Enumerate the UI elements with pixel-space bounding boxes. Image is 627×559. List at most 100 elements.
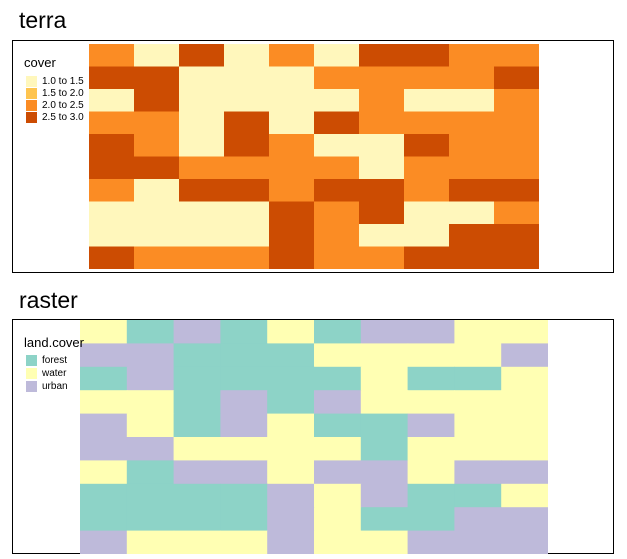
raster-cell bbox=[89, 44, 135, 68]
raster-cell bbox=[134, 156, 180, 180]
raster-cell bbox=[501, 437, 548, 461]
raster-cell bbox=[360, 483, 409, 508]
raster-cell bbox=[407, 530, 455, 554]
raster-cell bbox=[80, 483, 128, 508]
raster-cell bbox=[134, 246, 180, 269]
raster-cell bbox=[360, 507, 409, 532]
raster-cell bbox=[80, 437, 128, 461]
raster-cell bbox=[89, 156, 135, 180]
raster-cell bbox=[179, 134, 225, 158]
raster-cell bbox=[494, 111, 539, 135]
raster-cell bbox=[80, 390, 128, 415]
legend-swatch-raster-0 bbox=[26, 355, 37, 366]
raster-cell bbox=[220, 483, 268, 508]
raster-cell bbox=[179, 44, 225, 68]
raster-cell bbox=[267, 483, 315, 508]
raster-cell bbox=[89, 201, 135, 225]
raster-cell bbox=[359, 201, 405, 225]
raster-cell bbox=[89, 246, 135, 269]
raster-cell bbox=[404, 224, 450, 248]
raster-cell bbox=[220, 460, 268, 485]
raster-cell bbox=[454, 437, 502, 461]
raster-cell bbox=[126, 460, 175, 485]
raster-cell bbox=[220, 507, 268, 532]
raster-cell bbox=[360, 390, 409, 415]
raster-cell bbox=[269, 134, 315, 158]
raster-cell bbox=[80, 507, 128, 532]
raster-cell bbox=[404, 44, 450, 68]
raster-cell bbox=[134, 66, 180, 90]
raster-cell bbox=[134, 224, 180, 248]
raster-cell bbox=[224, 201, 270, 225]
raster-cell bbox=[173, 343, 221, 368]
raster-cell bbox=[501, 483, 548, 508]
raster-cell bbox=[173, 530, 221, 554]
raster-cell bbox=[360, 437, 409, 461]
raster-cell bbox=[173, 366, 221, 391]
raster-cell bbox=[407, 390, 455, 415]
raster-cell bbox=[449, 89, 495, 113]
raster-cell bbox=[314, 111, 360, 135]
raster-cell bbox=[404, 179, 450, 203]
raster-cell bbox=[407, 343, 455, 368]
raster-cell bbox=[80, 343, 128, 368]
raster-cell bbox=[314, 366, 362, 391]
raster-cell bbox=[404, 246, 450, 269]
raster-cell bbox=[126, 343, 175, 368]
raster-cell bbox=[89, 134, 135, 158]
raster-cell bbox=[224, 89, 270, 113]
raster-cell bbox=[407, 366, 455, 391]
raster-cell bbox=[454, 483, 502, 508]
raster-cell bbox=[89, 224, 135, 248]
raster-cell bbox=[173, 390, 221, 415]
legend-label-raster-2: urban bbox=[42, 381, 68, 392]
raster-cell bbox=[494, 246, 539, 269]
raster-cell bbox=[173, 320, 221, 344]
raster-cell bbox=[407, 507, 455, 532]
raster-cell bbox=[314, 89, 360, 113]
raster-cell bbox=[314, 343, 362, 368]
legend-title-raster: land.cover bbox=[24, 335, 84, 350]
raster-cell bbox=[267, 390, 315, 415]
raster-cell bbox=[501, 390, 548, 415]
raster-cell bbox=[220, 530, 268, 554]
raster-cell bbox=[224, 66, 270, 90]
raster-cell bbox=[134, 44, 180, 68]
raster-cell bbox=[173, 483, 221, 508]
raster-cell bbox=[454, 507, 502, 532]
raster-cell bbox=[224, 224, 270, 248]
raster-cell bbox=[89, 66, 135, 90]
raster-cell bbox=[314, 437, 362, 461]
raster-cell bbox=[449, 66, 495, 90]
raster-cell bbox=[454, 366, 502, 391]
raster-cell bbox=[404, 66, 450, 90]
raster-cell bbox=[179, 89, 225, 113]
raster-cell bbox=[179, 156, 225, 180]
legend-swatch-raster-1 bbox=[26, 368, 37, 379]
panel-title-terra: terra bbox=[19, 7, 67, 33]
raster-cell bbox=[314, 44, 360, 68]
raster-cell bbox=[179, 111, 225, 135]
raster-cell bbox=[404, 134, 450, 158]
raster-cell bbox=[126, 530, 175, 554]
raster-cell bbox=[267, 366, 315, 391]
raster-cell bbox=[454, 320, 502, 344]
raster-cell bbox=[360, 343, 409, 368]
raster-cell bbox=[494, 201, 539, 225]
raster-cell bbox=[449, 111, 495, 135]
legend-label-terra-0: 1.0 to 1.5 bbox=[42, 76, 84, 87]
raster-cell bbox=[359, 66, 405, 90]
raster-cell bbox=[494, 44, 539, 68]
raster-cell bbox=[501, 530, 548, 554]
raster-cell bbox=[454, 413, 502, 438]
raster-cell bbox=[267, 343, 315, 368]
raster-cell bbox=[314, 66, 360, 90]
raster-cell bbox=[80, 413, 128, 438]
raster-cell bbox=[454, 343, 502, 368]
raster-cell bbox=[449, 44, 495, 68]
legend-label-raster-1: water bbox=[42, 368, 67, 379]
raster-cell bbox=[134, 179, 180, 203]
raster-cell bbox=[173, 460, 221, 485]
raster-cell bbox=[126, 320, 175, 344]
raster-cell bbox=[360, 460, 409, 485]
